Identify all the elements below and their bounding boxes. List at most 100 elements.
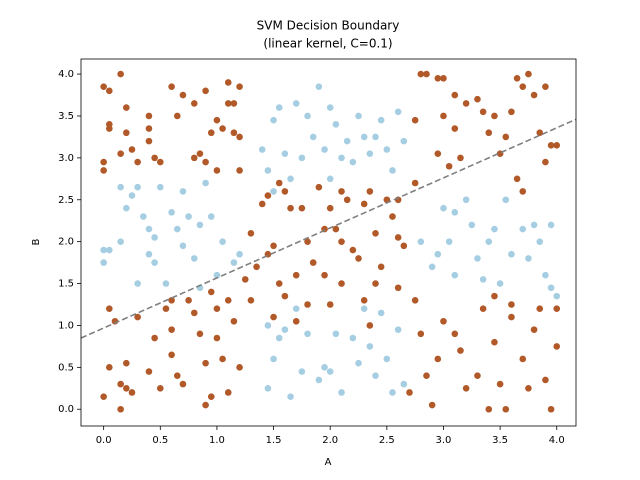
plot-frame [80, 58, 577, 427]
point [377, 263, 385, 271]
point [389, 389, 396, 396]
point [332, 330, 340, 338]
point [196, 330, 204, 338]
point [479, 305, 487, 312]
point [519, 83, 527, 90]
point [145, 112, 153, 120]
point [202, 179, 209, 187]
point [117, 150, 124, 157]
point [383, 146, 391, 153]
point [100, 393, 107, 400]
point [525, 255, 532, 262]
point [270, 313, 277, 321]
point [462, 100, 470, 107]
point [100, 259, 107, 266]
point [519, 355, 527, 363]
y-axis-label: B [31, 238, 42, 245]
y-tick-label: 1.0 [58, 320, 74, 331]
point [542, 158, 549, 166]
point [202, 359, 209, 367]
point [207, 393, 215, 400]
point [156, 384, 164, 392]
point [230, 259, 238, 266]
point [496, 280, 504, 287]
point [123, 384, 130, 392]
point [394, 326, 402, 333]
point [236, 364, 243, 371]
point [338, 389, 345, 396]
point [479, 276, 487, 283]
y-tick-label: 1.5 [58, 279, 74, 290]
x-tick-label: 0.0 [96, 435, 112, 446]
point [315, 183, 323, 191]
point [202, 87, 209, 95]
point [440, 317, 447, 325]
point [451, 125, 459, 132]
point [485, 129, 493, 137]
point [145, 250, 153, 258]
point [525, 70, 532, 78]
point [496, 380, 504, 388]
point [275, 104, 283, 111]
x-tick-label: 3.5 [492, 435, 508, 446]
point [258, 200, 266, 208]
point [513, 74, 521, 82]
point [400, 380, 408, 388]
point [457, 347, 464, 354]
point [100, 158, 107, 166]
point [145, 137, 153, 145]
point [168, 326, 175, 333]
point [366, 343, 374, 350]
point [207, 213, 215, 220]
point [106, 125, 113, 132]
point [281, 292, 289, 300]
point [224, 79, 232, 86]
point [275, 334, 283, 342]
point [553, 292, 561, 300]
point [411, 179, 419, 187]
point [304, 238, 311, 245]
point [236, 83, 243, 90]
point [389, 167, 396, 174]
point [355, 359, 362, 367]
point [190, 100, 198, 107]
point [281, 150, 289, 157]
point [270, 188, 277, 195]
point [547, 142, 555, 149]
point [343, 196, 351, 204]
point [491, 225, 498, 233]
point [349, 246, 357, 254]
point [468, 221, 476, 229]
point [366, 188, 374, 195]
point [106, 364, 113, 371]
chart-title: SVM Decision Boundary [257, 19, 400, 33]
point [474, 372, 481, 380]
point [326, 204, 334, 212]
point [502, 196, 510, 204]
point [128, 389, 136, 396]
x-tick-label: 2.5 [379, 435, 395, 446]
point [156, 183, 164, 191]
y-tick-label: 0.0 [58, 404, 74, 415]
point [377, 309, 385, 317]
point [168, 351, 175, 359]
point [236, 133, 243, 141]
point [451, 91, 459, 99]
x-tick-label: 4.0 [549, 435, 565, 446]
point [179, 380, 187, 388]
point [321, 271, 328, 279]
point [411, 116, 419, 124]
point [287, 175, 294, 183]
point [258, 146, 266, 153]
point [513, 175, 521, 183]
point [106, 246, 113, 254]
point [542, 376, 549, 384]
point [123, 129, 130, 137]
point [287, 393, 294, 400]
point [547, 284, 555, 292]
point [253, 263, 260, 271]
point [315, 376, 323, 384]
point [117, 238, 124, 245]
point [343, 137, 351, 145]
